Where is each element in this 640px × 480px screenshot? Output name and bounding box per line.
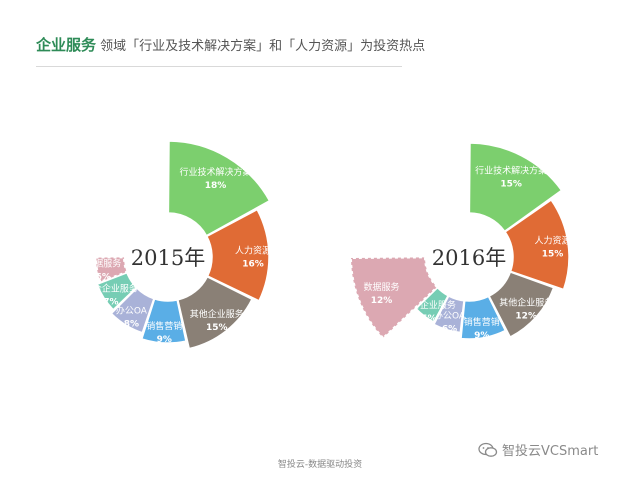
slice-label: 行业技术解决方案 — [475, 165, 547, 177]
slice-value: 15% — [500, 180, 522, 190]
slice-value: 18% — [205, 181, 227, 191]
pie-slice — [349, 256, 439, 340]
slice-value: 15% — [542, 249, 564, 259]
slice-label: 数据服务 — [363, 281, 399, 293]
slice-value: 12% — [515, 311, 537, 321]
pie-slice — [177, 275, 253, 350]
watermark-text: 智投云VCSmart — [502, 444, 599, 459]
slice-value: 16% — [242, 259, 264, 269]
pie-slice — [110, 287, 155, 334]
chart-center-title: 2015年 — [131, 246, 205, 270]
pie-slice — [468, 142, 563, 233]
title-divider — [36, 66, 402, 67]
slice-label: 综合企业服务 — [84, 282, 138, 294]
pie-slice — [140, 297, 187, 344]
slice-label: 人力资源 — [535, 234, 571, 246]
slice-label: 销售营销 — [146, 320, 182, 332]
slice-value: 6% — [96, 273, 111, 283]
pie-slice — [167, 140, 271, 237]
slice-value: 15% — [206, 323, 228, 333]
footer-text: 智投云-数据驱动投资 — [277, 460, 363, 470]
slice-value: 12% — [371, 296, 393, 306]
slice-label: 行业技术解决方案 — [180, 166, 252, 178]
slice-label: 销售营销 — [464, 316, 500, 328]
slice-value: 9% — [157, 335, 172, 345]
pie-chart-2016: 行业技术解决方案15%人力资源15%其他企业服务12%销售营销9%办公OA6%综… — [349, 142, 571, 341]
chart-center-title: 2016年 — [432, 246, 506, 270]
pie-slice — [460, 295, 507, 340]
slice-label: 其他企业服务 — [499, 296, 553, 308]
pie-chart-2015: 行业技术解决方案 18% 人力资源 16% 其他企业服务 15% 销售营销 9% 办公OA 8% 综… — [84, 140, 271, 350]
pie-slice — [488, 271, 555, 339]
slice-value: 6% — [442, 324, 457, 334]
page-title: 企业服务 领域「行业及技术解决方案」和「人力资源」为投资热点 — [36, 34, 425, 55]
pie-slice — [205, 208, 270, 302]
pie-slice — [94, 256, 128, 283]
slice-label: 办公OA — [116, 305, 148, 317]
slice-value: 7% — [103, 297, 118, 307]
page-title-rest: 领域「行业及技术解决方案」和「人力资源」为投资热点 — [100, 39, 426, 54]
slice-label: 其他企业服务 — [190, 308, 244, 320]
slice-label: 数据服务 — [85, 258, 121, 270]
pie-slice — [504, 198, 570, 291]
slice-value: 8% — [124, 320, 139, 330]
watermark: 智投云VCSmart — [478, 440, 598, 459]
pie-slice — [432, 295, 465, 334]
slice-label: 人力资源 — [235, 244, 271, 256]
slice-value: 5% — [421, 314, 436, 324]
page-title-lead: 企业服务 — [36, 36, 97, 54]
wechat-icon — [478, 442, 498, 457]
pie-slice — [96, 271, 138, 311]
slice-value: 9% — [474, 331, 489, 341]
slice-label: 办公OA — [434, 309, 466, 321]
